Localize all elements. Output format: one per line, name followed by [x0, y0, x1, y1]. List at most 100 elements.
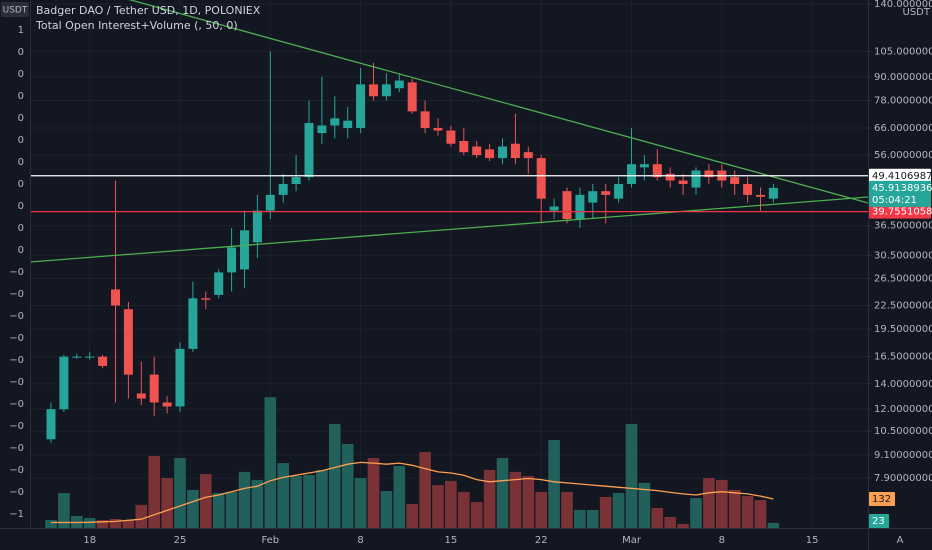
volume-bar: [341, 443, 354, 528]
volume-bar: [83, 518, 96, 528]
candle-body: [291, 177, 301, 185]
volume-bar: [483, 469, 496, 528]
volume-ma-box: [869, 491, 895, 506]
candle-body: [523, 152, 533, 159]
volume-bar: [380, 491, 393, 528]
last-price-box: [869, 180, 931, 207]
trend-line[interactable]: [29, 196, 869, 263]
left-axis-label: 0: [18, 245, 24, 256]
volume-bar: [741, 496, 754, 528]
volume-bar: [587, 509, 599, 528]
y-tick-label: 19.50000000: [874, 324, 932, 335]
candle-body: [111, 289, 120, 306]
volume-bar: [354, 478, 367, 528]
volume-bar: [96, 520, 109, 528]
currency-badge: [1, 2, 29, 17]
candle-body: [240, 230, 249, 270]
x-tick-label: 15: [806, 535, 819, 546]
volume-bar: [264, 397, 277, 528]
price-label: 39.75510588: [872, 207, 932, 218]
candle-body: [536, 158, 546, 199]
left-axis-label: −0: [9, 443, 24, 454]
candle-body: [343, 120, 353, 129]
left-axis-label: −0: [9, 289, 24, 300]
left-axis-label: 0: [18, 135, 24, 146]
left-axis-label: 0: [18, 223, 24, 234]
candle-body: [330, 118, 340, 126]
countdown-label: 05:04:21: [872, 195, 917, 206]
left-currency: USDT: [3, 6, 28, 16]
volume-bar: [161, 478, 173, 528]
volume-bar: [290, 476, 302, 528]
y-tick-label: 16.50000000: [874, 352, 932, 363]
candle-body: [394, 80, 404, 89]
volume-bar: [329, 423, 341, 528]
volume-bar: [316, 469, 328, 528]
volume-bar: [664, 517, 676, 528]
candle-body: [381, 84, 391, 97]
candle-body: [252, 210, 262, 243]
candle-body: [743, 184, 753, 195]
candle-body: [188, 298, 198, 349]
left-axis-label: 0: [18, 91, 24, 102]
left-axis-label: 0: [18, 113, 24, 124]
candle-body: [678, 180, 688, 185]
volume-box: [869, 514, 889, 528]
left-axis-label: 0: [18, 69, 24, 80]
candle-body: [459, 140, 469, 153]
volume-bar: [238, 471, 251, 528]
candle-body: [214, 272, 224, 295]
volume-bar: [419, 452, 431, 528]
trend-line[interactable]: [120, 0, 869, 204]
volume-bar: [651, 507, 664, 528]
price-label-box: [869, 204, 931, 219]
volume-bar: [574, 509, 586, 528]
candle-body: [46, 409, 56, 440]
candle-body: [420, 111, 430, 129]
x-tick-label: 8: [719, 535, 725, 546]
candle-body: [498, 146, 507, 159]
volume-bar: [174, 458, 186, 528]
x-tick-label: 15: [445, 535, 458, 546]
left-axis-label: 0: [18, 47, 24, 58]
candle-body: [369, 84, 378, 97]
candle-body: [98, 356, 108, 366]
volume-bar: [728, 489, 741, 528]
candle-body: [72, 356, 82, 358]
volume-bar: [251, 480, 264, 528]
volume-bar: [625, 423, 638, 528]
volume-bar: [470, 502, 483, 528]
candle-body: [472, 146, 482, 156]
drawings: [29, 0, 869, 263]
volume-bar: [212, 493, 225, 528]
y-tick-label: 30.50000000: [874, 250, 932, 261]
candle-body: [549, 206, 559, 211]
volume-bar: [135, 504, 148, 528]
left-axis-label: 1: [18, 25, 24, 36]
left-axis-label: 0: [18, 179, 24, 190]
volume-bar: [148, 456, 160, 528]
volume-bar: [445, 480, 457, 528]
volume-bar: [638, 482, 651, 528]
left-axis-label: −0: [9, 465, 24, 476]
left-axis-label: 0: [18, 157, 24, 168]
volume-bar: [367, 458, 380, 528]
volume-bar: [406, 504, 418, 528]
volume-bar: [548, 440, 560, 528]
price-label: 49.41069876: [872, 171, 932, 182]
volume-bar: [716, 480, 728, 528]
overlay: [31, 175, 868, 213]
candle-body: [175, 348, 185, 407]
x-tick-label: 8: [357, 535, 363, 546]
volume-ma-line: [51, 461, 774, 524]
left-axis-label: −0: [9, 333, 24, 344]
candle-body: [201, 298, 211, 300]
candles: [46, 51, 778, 443]
auto-scale-button[interactable]: A: [897, 535, 904, 546]
volume-bar: [200, 474, 212, 528]
